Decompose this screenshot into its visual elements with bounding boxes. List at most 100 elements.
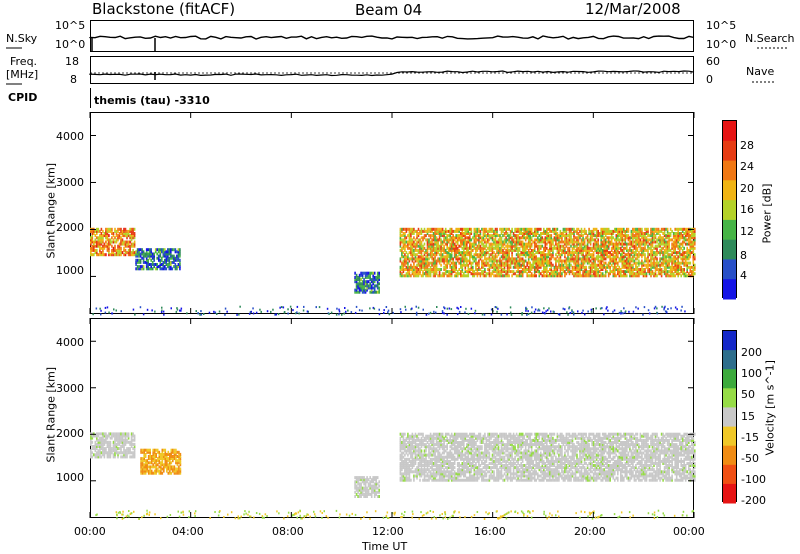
- scatter-cell: [407, 272, 409, 276]
- scatter-cell: [597, 238, 599, 242]
- scatter-cell: [583, 238, 586, 242]
- scatter-cell: [470, 232, 473, 235]
- scatter-cell: [399, 468, 402, 472]
- scatter-cell: [521, 261, 524, 265]
- scatter-cell: [653, 236, 655, 240]
- scatter-cell: [399, 242, 402, 246]
- scatter-cell: [555, 229, 557, 233]
- scatter-cell: [360, 492, 362, 496]
- scatter-cell: [461, 251, 464, 255]
- scatter-cell: [524, 265, 527, 269]
- scatter-cell: [106, 248, 109, 252]
- scatter-cell: [449, 227, 451, 231]
- scatter-cell: [167, 248, 169, 252]
- scatter-cell: [537, 268, 539, 271]
- scatter-cell: [503, 268, 506, 271]
- scatter-cell: [176, 463, 179, 467]
- scatter-cell: [158, 248, 160, 252]
- ground-scatter-cell: [632, 310, 635, 313]
- scatter-cell: [376, 486, 379, 490]
- scatter-cell: [639, 227, 642, 231]
- scatter-cell: [420, 248, 423, 252]
- scatter-cell: [689, 240, 692, 244]
- scatter-cell: [450, 229, 453, 233]
- scatter-cell: [577, 234, 580, 238]
- ground-scatter-cell: [521, 313, 523, 316]
- scatter-cell: [499, 265, 501, 269]
- scatter-cell: [156, 267, 158, 271]
- scatter-cell: [361, 286, 364, 290]
- scatter-cell: [668, 261, 670, 265]
- scatter-cell: [469, 268, 471, 271]
- scatter-cell: [124, 232, 127, 235]
- scatter-cell: [434, 268, 436, 271]
- scatter-cell: [657, 261, 660, 265]
- scatter-cell: [564, 248, 566, 252]
- scatter-cell: [358, 484, 361, 488]
- scatter-cell: [360, 484, 362, 488]
- scatter-cell: [405, 240, 408, 244]
- scatter-cell: [153, 254, 155, 258]
- ground-scatter-cell: [490, 308, 493, 311]
- scatter-cell: [378, 290, 380, 294]
- scatter-cell: [420, 246, 423, 250]
- scatter-cell: [502, 248, 504, 252]
- scatter-cell: [432, 232, 435, 235]
- scatter-cell: [650, 270, 652, 274]
- scatter-cell: [550, 263, 553, 267]
- scatter-cell: [169, 452, 171, 456]
- scatter-cell: [366, 280, 368, 284]
- scatter-cell: [585, 244, 587, 248]
- scatter-cell: [491, 244, 494, 248]
- scatter-cell: [485, 229, 488, 233]
- scatter-cell: [558, 263, 560, 267]
- scatter-cell: [500, 274, 503, 278]
- scatter-cell: [378, 480, 380, 484]
- scatter-cell: [603, 265, 605, 269]
- ground-scatter-cell: [208, 311, 211, 314]
- scatter-cell: [636, 274, 639, 278]
- scatter-cell: [592, 251, 595, 255]
- scatter-cell: [636, 234, 639, 238]
- scatter-cell: [591, 270, 593, 274]
- scatter-cell: [681, 272, 684, 276]
- scatter-cell: [672, 257, 675, 261]
- scatter-cell: [496, 272, 498, 276]
- scatter-cell: [505, 248, 507, 252]
- scatter-cell: [532, 232, 534, 235]
- scatter-cell: [413, 227, 415, 231]
- scatter-cell: [530, 242, 533, 246]
- ground-scatter-cell: [338, 313, 340, 316]
- scatter-cell: [490, 248, 492, 252]
- scatter-cell: [161, 467, 164, 471]
- scatter-cell: [438, 234, 441, 238]
- scatter-cell: [360, 482, 362, 486]
- scatter-cell: [111, 236, 113, 240]
- scatter-cell: [527, 229, 530, 233]
- scatter-cell: [642, 232, 645, 235]
- scatter-cell: [108, 447, 110, 451]
- scatter-cell: [401, 253, 403, 257]
- scatter-cell: [404, 257, 406, 261]
- scatter-cell: [543, 257, 545, 261]
- ground-scatter-cell: [99, 307, 101, 310]
- scatter-cell: [450, 246, 453, 250]
- scatter-cell: [527, 261, 530, 265]
- scatter-cell: [473, 232, 476, 235]
- scatter-cell: [485, 248, 488, 252]
- scatter-cell: [132, 244, 134, 248]
- scatter-cell: [550, 244, 553, 248]
- scatter-cell: [591, 274, 593, 278]
- scatter-cell: [603, 263, 605, 267]
- scatter-cell: [176, 461, 179, 465]
- scatter-cell: [654, 244, 657, 248]
- scatter-cell: [620, 257, 622, 261]
- scatter-cell: [561, 238, 563, 242]
- scatter-cell: [453, 255, 456, 259]
- scatter-cell: [674, 274, 676, 278]
- scatter-cell: [129, 447, 131, 451]
- scatter-cell: [677, 265, 679, 269]
- scatter-cell: [579, 242, 581, 246]
- scatter-cell: [497, 268, 500, 271]
- scatter-cell: [469, 261, 471, 265]
